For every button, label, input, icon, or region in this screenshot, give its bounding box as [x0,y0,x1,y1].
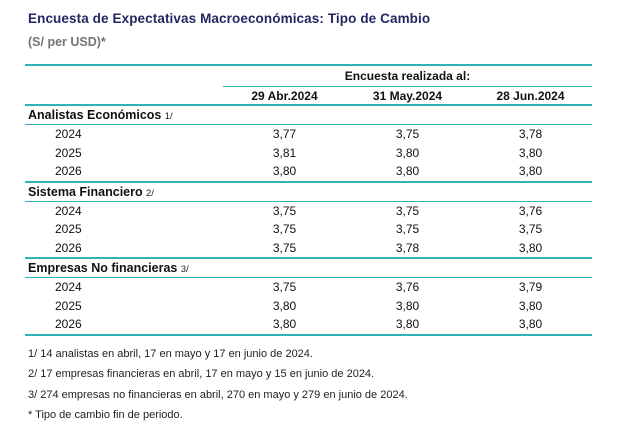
survey-table: Encuesta realizada al: 29 Abr.2024 31 Ma… [25,64,592,336]
section-footnote-ref: 3/ [180,264,189,275]
survey-period-label: Encuesta realizada al: [223,65,592,87]
value-cell: 3,80 [518,298,543,313]
section-header-analistas: Analistas Económicos 1/ [25,105,592,125]
table-row: 2025 3,81 3,80 3,80 [25,144,592,163]
section-label: Sistema Financiero [28,184,143,199]
table-row: 2026 3,80 3,80 3,80 [25,315,592,336]
year-cell: 2024 [55,127,82,142]
footnote-empresas-financieras: 2/ 17 empresas financieras en abril, 17 … [28,368,375,380]
value-cell: 3,75 [223,238,346,259]
table-row: 2025 3,75 3,75 3,75 [25,220,592,239]
section-header-sistema-financiero: Sistema Financiero 2/ [25,181,592,202]
column-header-jun: 28 Jun.2024 [469,86,592,106]
value-cell: 3,75 [395,127,420,142]
table-row: 2024 3,77 3,75 3,78 [25,125,592,144]
value-cell: 3,80 [469,162,592,183]
value-cell: 3,75 [272,280,297,295]
value-cell: 3,75 [518,222,543,237]
value-cell: 3,80 [469,238,592,259]
value-cell: 3,80 [223,162,346,183]
footnote-analistas: 1/ 14 analistas en abril, 17 en mayo y 1… [28,347,313,360]
value-cell: 3,76 [518,203,543,218]
value-cell: 3,80 [395,145,420,160]
value-cell: 3,80 [395,298,420,313]
year-cell: 2025 [55,145,82,160]
value-cell: 3,76 [395,280,420,295]
value-cell: 3,80 [223,315,346,336]
year-cell: 2026 [25,162,223,183]
value-cell: 3,78 [346,238,469,259]
value-cell: 3,77 [272,127,297,142]
value-cell: 3,78 [518,127,543,142]
year-cell: 2026 [25,315,223,336]
column-header-apr: 29 Abr.2024 [223,86,346,106]
footnote-tipo-cambio: * Tipo de cambio fin de periodo. [28,409,183,421]
value-cell: 3,75 [272,222,297,237]
year-cell: 2025 [55,222,82,237]
value-cell: 3,81 [272,145,297,160]
section-label: Empresas No financieras [28,261,178,275]
value-cell: 3,75 [395,203,420,218]
year-cell: 2024 [55,280,82,295]
page-title: Encuesta de Expectativas Macroeconómicas… [28,11,431,26]
table-row: 2025 3,80 3,80 3,80 [25,297,592,316]
table-row: 2026 3,80 3,80 3,80 [25,162,592,183]
value-cell: 3,80 [518,145,543,160]
section-header-empresas-no-financieras: Empresas No financieras 3/ [25,258,592,278]
table-row: 2026 3,75 3,78 3,80 [25,238,592,259]
value-cell: 3,80 [346,315,469,336]
value-cell: 3,80 [272,298,297,313]
survey-dates-row: 29 Abr.2024 31 May.2024 28 Jun.2024 [25,86,592,106]
year-cell: 2026 [25,238,223,259]
value-cell: 3,80 [469,315,592,336]
year-cell: 2025 [55,298,82,313]
empty-corner-cell [25,65,223,87]
section-label: Analistas Económicos [28,108,162,122]
year-cell: 2024 [55,203,82,218]
survey-header-group-row: Encuesta realizada al: [25,65,592,87]
table-row: 2024 3,75 3,76 3,79 [25,278,592,297]
value-cell: 3,79 [518,280,543,295]
section-footnote-ref: 1/ [164,111,173,122]
page-subtitle: (S/ per USD)* [28,35,106,49]
value-cell: 3,80 [346,162,469,183]
value-cell: 3,75 [395,222,420,237]
empty-corner-cell [25,86,223,106]
footnote-empresas-no-financieras: 3/ 274 empresas no financieras en abril,… [28,388,408,401]
value-cell: 3,75 [272,203,297,218]
section-footnote-ref: 2/ [145,187,154,199]
table-row: 2024 3,75 3,75 3,76 [25,201,592,220]
column-header-may: 31 May.2024 [346,86,469,106]
footnotes: 1/ 14 analistas en abril, 17 en mayo y 1… [28,344,620,426]
